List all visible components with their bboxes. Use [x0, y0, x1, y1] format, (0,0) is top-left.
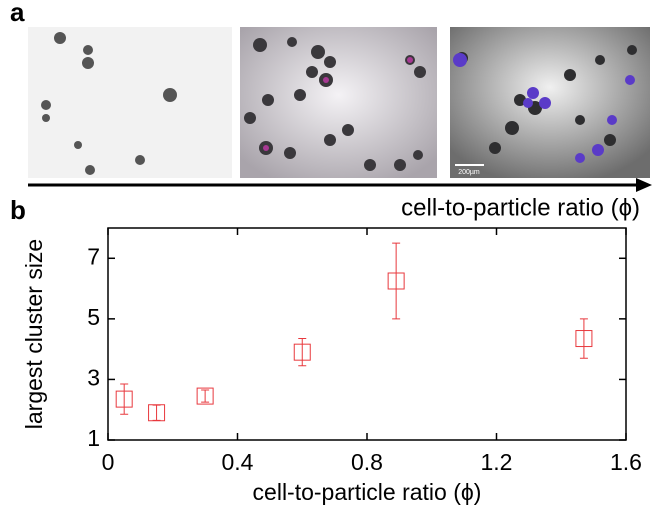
- x-tick-label: 1.6: [610, 449, 642, 475]
- panel-label: b: [10, 195, 26, 225]
- error-bar: [152, 404, 161, 421]
- error-bar: [298, 338, 307, 367]
- data-point: [387, 272, 405, 290]
- error-bar: [201, 389, 210, 403]
- y-tick-label: 1: [87, 425, 100, 451]
- y-tick-label: 5: [87, 304, 100, 330]
- error-bar: [579, 318, 588, 359]
- micrograph: [28, 27, 232, 178]
- arrow-label: cell-to-particle ratio (ϕ): [401, 194, 640, 221]
- scale-bar-label: 200µm: [458, 169, 480, 176]
- data-point: [115, 390, 133, 408]
- x-axis-label: cell-to-particle ratio (ϕ): [253, 479, 482, 505]
- micrograph: [240, 27, 437, 178]
- error-bar: [392, 242, 401, 320]
- micrograph: 200µm: [450, 27, 650, 178]
- y-tick-label: 3: [87, 365, 100, 391]
- x-tick-label: 0.8: [351, 449, 383, 475]
- x-tick-label: 0.4: [222, 449, 254, 475]
- plot-frame: [107, 227, 627, 441]
- data-point: [148, 404, 166, 422]
- data-point: [196, 387, 214, 405]
- x-tick-label: 0: [102, 449, 115, 475]
- panel-label: a: [10, 0, 25, 27]
- y-axis-label: largest cluster size: [21, 239, 47, 429]
- data-point: [575, 330, 593, 348]
- y-tick-label: 7: [87, 243, 100, 269]
- error-bar: [120, 383, 129, 415]
- arrow: [28, 178, 652, 192]
- x-tick-label: 1.2: [481, 449, 513, 475]
- data-point: [293, 343, 311, 361]
